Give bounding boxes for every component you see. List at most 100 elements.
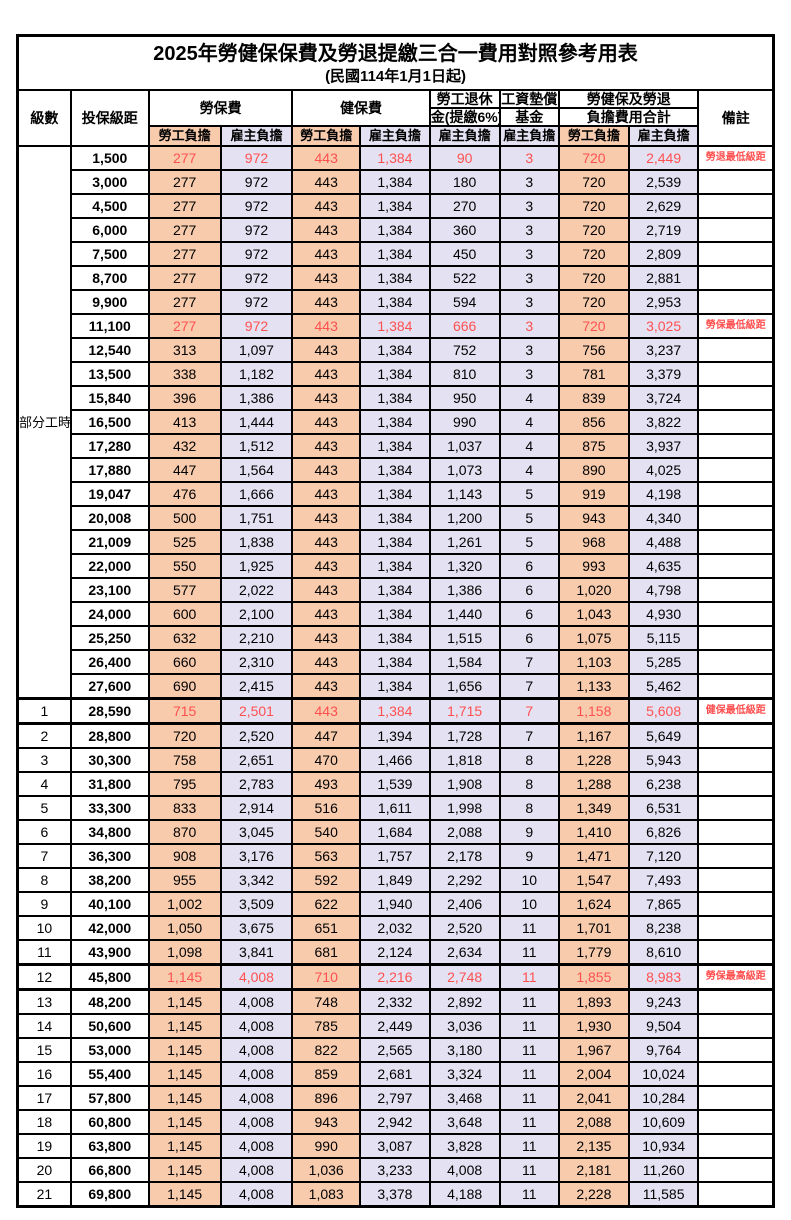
total-employee-fee-cell: 1,228 xyxy=(558,747,630,773)
health-employee-fee-cell: 443 xyxy=(291,169,362,195)
bracket-cell: 48,200 xyxy=(69,988,150,1015)
labor-employee-fee-cell: 1,145 xyxy=(147,988,222,1015)
health-employer-fee-cell: 1,384 xyxy=(359,385,431,411)
wage-fund-employer-fee-cell: 7 xyxy=(498,722,561,749)
health-employer-fee-cell: 1,394 xyxy=(359,722,431,749)
total-employee-fee-cell: 2,088 xyxy=(558,1109,630,1135)
total-employer-fee-cell: 2,953 xyxy=(627,289,700,315)
bracket-cell: 43,900 xyxy=(69,939,150,966)
total-employee-fee-cell: 720 xyxy=(558,241,630,267)
wage-fund-employer-fee-cell: 9 xyxy=(498,819,561,845)
health-employee-fee-cell: 651 xyxy=(291,915,362,941)
table-row: 17,880 447 1,564 443 1,384 1,073 4 890 4,025 xyxy=(18,457,775,483)
remark-cell xyxy=(697,361,775,387)
total-employee-fee-cell: 720 xyxy=(558,313,630,339)
total-employer-fee-cell: 4,930 xyxy=(627,601,700,627)
pension-employer-fee-cell: 1,320 xyxy=(428,553,501,579)
labor-employer-fee-cell: 1,666 xyxy=(219,481,294,507)
labor-employee-fee-cell: 600 xyxy=(147,601,222,627)
pension-employer-fee-cell: 1,440 xyxy=(428,601,501,627)
health-employee-fee-cell: 443 xyxy=(291,697,362,725)
bracket-cell: 7,500 xyxy=(69,241,150,267)
labor-employee-fee-cell: 720 xyxy=(147,722,222,749)
total-employee-fee-cell: 1,547 xyxy=(558,867,630,893)
bracket-cell: 63,800 xyxy=(69,1133,150,1159)
table-row: 21 69,800 1,145 4,008 1,083 3,378 4,188 11 2,228… xyxy=(16,1181,775,1208)
labor-employer-fee-cell: 4,008 xyxy=(219,1037,294,1063)
total-employer-fee-cell: 9,243 xyxy=(627,988,700,1015)
bracket-cell: 30,300 xyxy=(69,747,150,773)
wage-fund-employer-fee-cell: 11 xyxy=(498,1181,561,1208)
health-employer-fee-cell: 1,757 xyxy=(359,843,431,869)
labor-employer-fee-cell: 2,310 xyxy=(219,649,294,675)
bracket-cell: 23,100 xyxy=(69,577,150,603)
labor-employer-fee-cell: 2,520 xyxy=(219,722,294,749)
health-employer-fee-cell: 1,940 xyxy=(359,891,431,917)
health-employer-fee-cell: 1,384 xyxy=(359,529,431,555)
labor-employer-fee-cell: 1,564 xyxy=(219,457,294,483)
remark-cell xyxy=(697,193,775,219)
health-employer-fee-cell: 1,384 xyxy=(359,601,431,627)
remark-cell xyxy=(697,649,775,675)
col-header-total-line1: 勞健保及勞退 xyxy=(557,89,700,109)
wage-fund-employer-fee-cell: 4 xyxy=(498,457,561,483)
labor-employer-fee-cell: 2,415 xyxy=(219,673,294,700)
health-employer-fee-cell: 1,384 xyxy=(359,361,431,387)
total-employer-fee-cell: 2,881 xyxy=(627,265,700,291)
total-employee-fee-cell: 875 xyxy=(558,433,630,459)
total-employee-fee-cell: 1,288 xyxy=(558,771,630,797)
total-employee-fee-cell: 1,967 xyxy=(558,1037,630,1063)
remark-cell xyxy=(697,481,775,507)
health-employee-fee-cell: 470 xyxy=(291,747,362,773)
col-header-level: 級數 xyxy=(16,89,72,147)
health-employer-fee-cell: 1,384 xyxy=(359,409,431,435)
labor-employer-fee-cell: 2,100 xyxy=(219,601,294,627)
total-employer-fee-cell: 7,493 xyxy=(627,867,700,893)
bracket-cell: 16,500 xyxy=(69,409,150,435)
pension-employer-fee-cell: 3,468 xyxy=(428,1085,501,1111)
table-row: 23,100 577 2,022 443 1,384 1,386 6 1,020 4,798 xyxy=(18,577,775,603)
labor-employee-fee-cell: 1,145 xyxy=(147,963,222,991)
labor-employer-fee-cell: 2,501 xyxy=(219,697,294,725)
labor-employee-fee-cell: 277 xyxy=(147,313,222,339)
level-cell: 15 xyxy=(16,1037,72,1063)
health-employee-fee-cell: 1,036 xyxy=(291,1157,362,1183)
pension-employer-fee-cell: 450 xyxy=(428,241,501,267)
table-row: 15 53,000 1,145 4,008 822 2,565 3,180 11 1,967 9,… xyxy=(16,1037,775,1063)
health-employer-fee-cell: 2,797 xyxy=(359,1085,431,1111)
table-row: 3 30,300 758 2,651 470 1,466 1,818 8 1,228 5,943 xyxy=(16,747,775,773)
health-employee-fee-cell: 859 xyxy=(291,1061,362,1087)
table-body: 部分工時 1,500 277 972 443 1,384 90 3 720 2,449 勞退最低級距… xyxy=(16,145,775,1208)
pension-employer-fee-cell: 594 xyxy=(428,289,501,315)
health-employer-fee-cell: 1,384 xyxy=(359,145,431,171)
wage-fund-employer-fee-cell: 3 xyxy=(498,241,561,267)
subheader-wage-fund-employer: 雇主負擔 xyxy=(498,125,561,147)
pension-employer-fee-cell: 1,715 xyxy=(428,697,501,725)
health-employee-fee-cell: 563 xyxy=(291,843,362,869)
pension-employer-fee-cell: 2,292 xyxy=(428,867,501,893)
total-employer-fee-cell: 10,284 xyxy=(627,1085,700,1111)
total-employee-fee-cell: 720 xyxy=(558,217,630,243)
total-employer-fee-cell: 5,462 xyxy=(627,673,700,700)
labor-employer-fee-cell: 1,182 xyxy=(219,361,294,387)
pension-employer-fee-cell: 3,648 xyxy=(428,1109,501,1135)
health-employer-fee-cell: 1,384 xyxy=(359,289,431,315)
total-employee-fee-cell: 781 xyxy=(558,361,630,387)
labor-employee-fee-cell: 432 xyxy=(147,433,222,459)
health-employer-fee-cell: 1,384 xyxy=(359,337,431,363)
table-row: 5 33,300 833 2,914 516 1,611 1,998 8 1,349 6,531 xyxy=(16,795,775,821)
total-employer-fee-cell: 5,943 xyxy=(627,747,700,773)
total-employee-fee-cell: 720 xyxy=(558,145,630,171)
labor-employee-fee-cell: 396 xyxy=(147,385,222,411)
labor-employee-fee-cell: 577 xyxy=(147,577,222,603)
table-row: 21,009 525 1,838 443 1,384 1,261 5 968 4,488 xyxy=(18,529,775,555)
total-employee-fee-cell: 1,167 xyxy=(558,722,630,749)
level-cell: 8 xyxy=(16,867,72,893)
health-employee-fee-cell: 822 xyxy=(291,1037,362,1063)
col-header-pension-line1: 勞工退休 xyxy=(428,89,501,109)
health-employee-fee-cell: 443 xyxy=(291,145,362,171)
total-employer-fee-cell: 2,629 xyxy=(627,193,700,219)
col-header-total-line2: 負擔費用合計 xyxy=(557,107,700,127)
labor-employer-fee-cell: 3,045 xyxy=(219,819,294,845)
level-cell: 7 xyxy=(16,843,72,869)
